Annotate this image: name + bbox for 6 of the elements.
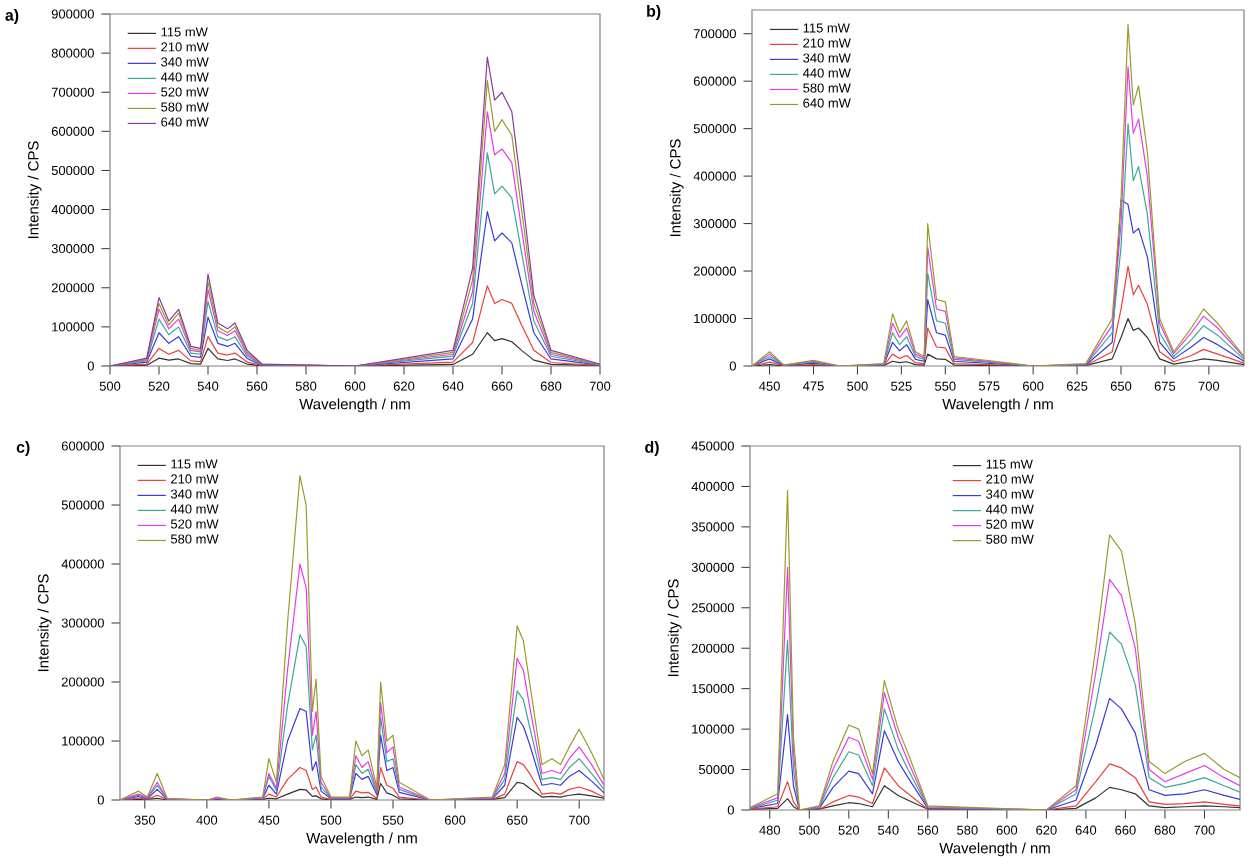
line-series — [750, 566, 1241, 810]
line-series — [750, 489, 1241, 810]
line-series — [120, 474, 604, 800]
line-series — [120, 563, 604, 800]
line-series — [750, 631, 1241, 810]
line-series — [750, 697, 1241, 810]
